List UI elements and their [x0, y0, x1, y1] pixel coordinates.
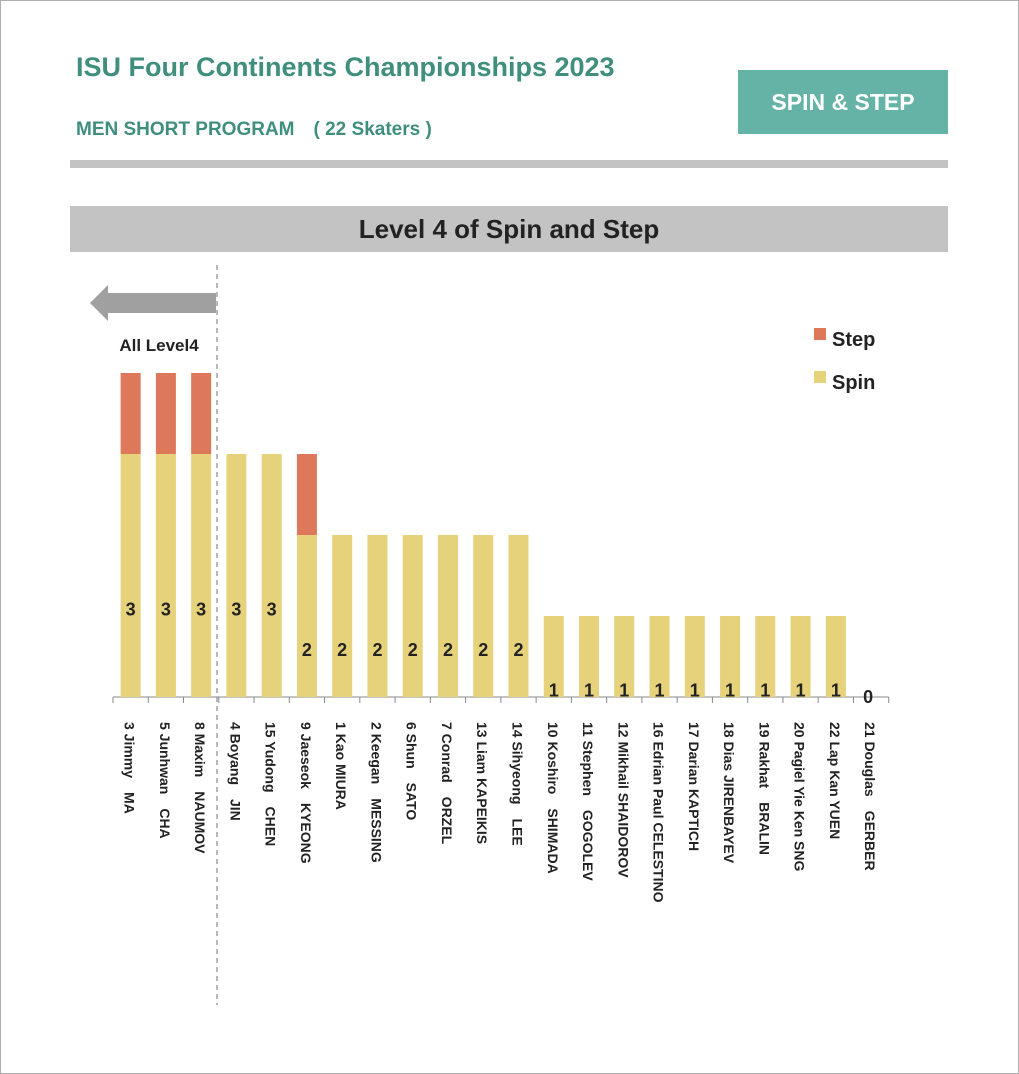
x-tick-label: 17 Darian KAPTICH: [686, 722, 702, 851]
data-label-spin: 1: [655, 681, 665, 701]
legend-label-spin: Spin: [832, 372, 875, 394]
bar-spin: [226, 454, 247, 697]
x-tick-label: 16 Edrian Paul CELESTINO: [651, 722, 667, 903]
bar-spin: [367, 535, 388, 697]
legend-swatch-step: [814, 328, 826, 340]
bar-step: [296, 454, 317, 535]
data-label-spin: 2: [302, 640, 312, 660]
bar-spin: [261, 454, 282, 697]
bar-spin: [649, 616, 670, 697]
x-tick-label: 15 Yudong CHEN: [263, 722, 279, 846]
header-divider: [70, 160, 948, 168]
data-label-spin: 2: [408, 640, 418, 660]
bar-spin: [508, 535, 529, 697]
page-title: ISU Four Continents Championships 2023: [76, 52, 615, 82]
data-label-spin: 0: [863, 687, 873, 707]
bar-spin: [790, 616, 811, 697]
data-label-spin: 1: [690, 681, 700, 701]
data-label-spin: 3: [231, 600, 241, 620]
left-arrow-icon: [90, 285, 216, 321]
data-label-spin: 3: [196, 600, 206, 620]
data-label-spin: 2: [443, 640, 453, 660]
bar-spin: [437, 535, 458, 697]
data-label-spin: 1: [760, 681, 770, 701]
data-label-spin: 3: [126, 600, 136, 620]
x-tick-label: 18 Dias JIRENBAYEV: [721, 722, 737, 864]
x-tick-label: 9 Jaeseok KYEONG: [298, 722, 314, 864]
all-level4-label: All Level4: [119, 336, 199, 355]
x-tick-label: 11 Stephen GOGOLEV: [580, 722, 596, 881]
x-tick-label: 5 Junhwan CHA: [157, 722, 173, 839]
bar-spin: [684, 616, 705, 697]
bar-spin: [614, 616, 635, 697]
x-tick-label: 21 Douglas GERBER: [862, 722, 878, 871]
data-label-spin: 2: [372, 640, 382, 660]
bar-spin: [579, 616, 600, 697]
data-label-spin: 2: [478, 640, 488, 660]
data-label-spin: 1: [725, 681, 735, 701]
data-label-spin: 1: [619, 681, 629, 701]
x-tick-label: 20 Pagiel Yie Ken SNG: [792, 722, 808, 872]
x-tick-label: 2 Keegan MESSING: [368, 722, 384, 863]
bar-spin: [155, 454, 176, 697]
x-tick-label: 8 Maxim NAUMOV: [192, 722, 208, 854]
bar-spin: [120, 454, 141, 697]
bar-spin: [720, 616, 741, 697]
bar-spin: [825, 616, 846, 697]
bar-step: [191, 373, 212, 454]
data-label-spin: 1: [584, 681, 594, 701]
data-label-spin: 1: [831, 681, 841, 701]
x-tick-label: 3 Jimmy MA: [122, 722, 138, 814]
data-label-spin: 2: [337, 640, 347, 660]
x-tick-label: 13 Liam KAPEIKIS: [474, 722, 490, 844]
data-label-spin: 2: [513, 640, 523, 660]
data-label-spin: 1: [549, 681, 559, 701]
bar-step: [155, 373, 176, 454]
x-tick-label: 4 Boyang JIN: [227, 722, 243, 821]
bar-spin: [543, 616, 564, 697]
bar-spin: [296, 535, 317, 697]
bar-spin: [402, 535, 423, 697]
bar-spin: [332, 535, 353, 697]
bar-spin: [191, 454, 212, 697]
legend-label-step: Step: [832, 329, 875, 351]
data-label-spin: 3: [161, 600, 171, 620]
page-subtitle: MEN SHORT PROGRAM ( 22 Skaters ): [76, 119, 432, 140]
x-tick-label: 14 Sihyeong LEE: [509, 722, 525, 846]
x-tick-label: 7 Conrad ORZEL: [439, 722, 455, 845]
bar-spin: [755, 616, 776, 697]
legend-swatch-spin: [814, 371, 826, 383]
data-label-spin: 3: [267, 600, 277, 620]
x-tick-label: 6 Shun SATO: [404, 722, 420, 820]
x-tick-label: 1 Kao MIURA: [333, 722, 349, 810]
bar-spin: [473, 535, 494, 697]
x-tick-label: 19 Rakhat BRALIN: [756, 722, 772, 855]
category-badge: SPIN & STEP: [738, 70, 948, 134]
bar-step: [120, 373, 141, 454]
x-tick-label: 10 Koshiro SHIMADA: [545, 722, 561, 874]
x-tick-label: 22 Lap Kan YUEN: [827, 722, 843, 839]
data-label-spin: 1: [796, 681, 806, 701]
chart-title: Level 4 of Spin and Step: [70, 206, 948, 252]
x-tick-label: 12 Mikhail SHAIDOROV: [615, 722, 631, 878]
